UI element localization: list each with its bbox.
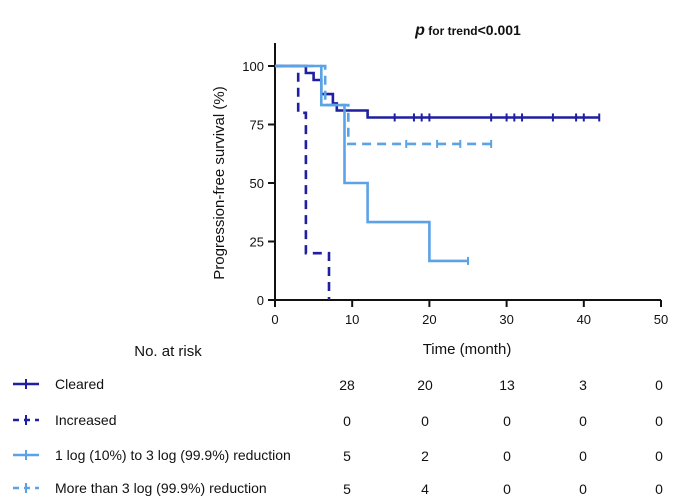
risk-count: 0 [579, 413, 587, 429]
y-tick-label: 50 [250, 176, 264, 191]
risk-count: 0 [655, 413, 663, 429]
risk-count: 0 [503, 448, 511, 464]
x-tick-label: 40 [577, 312, 591, 327]
y-tick-label: 25 [250, 235, 264, 250]
y-tick-label: 100 [242, 59, 264, 74]
risk-count: 28 [339, 377, 355, 393]
km-curve-4 [275, 64, 492, 146]
risk-count: 5 [343, 481, 351, 497]
chart-title: p for trend<0.001 [414, 22, 521, 39]
risk-count: 3 [579, 377, 587, 393]
legend-label: Increased [55, 412, 116, 428]
series-group [275, 64, 601, 300]
y-tick-label: 0 [257, 293, 264, 308]
risk-count: 0 [503, 413, 511, 429]
legend-label: 1 log (10%) to 3 log (99.9%) reduction [55, 447, 291, 463]
risk-count: 0 [579, 448, 587, 464]
risk-count: 4 [421, 481, 429, 497]
risk-count: 0 [421, 413, 429, 429]
risk-count: 0 [503, 481, 511, 497]
risk-count: 0 [655, 481, 663, 497]
x-tick-label: 0 [271, 312, 278, 327]
risk-count: 13 [499, 377, 515, 393]
title-value: <0.001 [478, 22, 521, 38]
risk-count: 0 [655, 377, 663, 393]
risk-count: 0 [655, 448, 663, 464]
title-p: p [414, 22, 425, 39]
risk-count: 0 [579, 481, 587, 497]
risk-table-header: No. at risk [134, 343, 202, 360]
risk-count: 5 [343, 448, 351, 464]
risk-count: 20 [417, 377, 433, 393]
y-tick-label: 75 [250, 118, 264, 133]
x-axis-label: Time (month) [423, 341, 512, 358]
km-curve-1 [275, 64, 600, 119]
title-trend: for trend [425, 24, 478, 38]
x-tick-label: 20 [422, 312, 436, 327]
legend-label: More than 3 log (99.9%) reduction [55, 480, 267, 496]
x-tick-label: 30 [499, 312, 513, 327]
risk-count: 2 [421, 448, 429, 464]
x-tick-label: 50 [654, 312, 668, 327]
y-axis-label: Progression-free survival (%) [211, 86, 228, 279]
legend-label: Cleared [55, 376, 104, 392]
axes: 0 25 50 75 100 0 10 20 30 40 50 [242, 43, 668, 327]
risk-count: 0 [343, 413, 351, 429]
km-curve-3 [275, 64, 468, 263]
x-tick-label: 10 [345, 312, 359, 327]
